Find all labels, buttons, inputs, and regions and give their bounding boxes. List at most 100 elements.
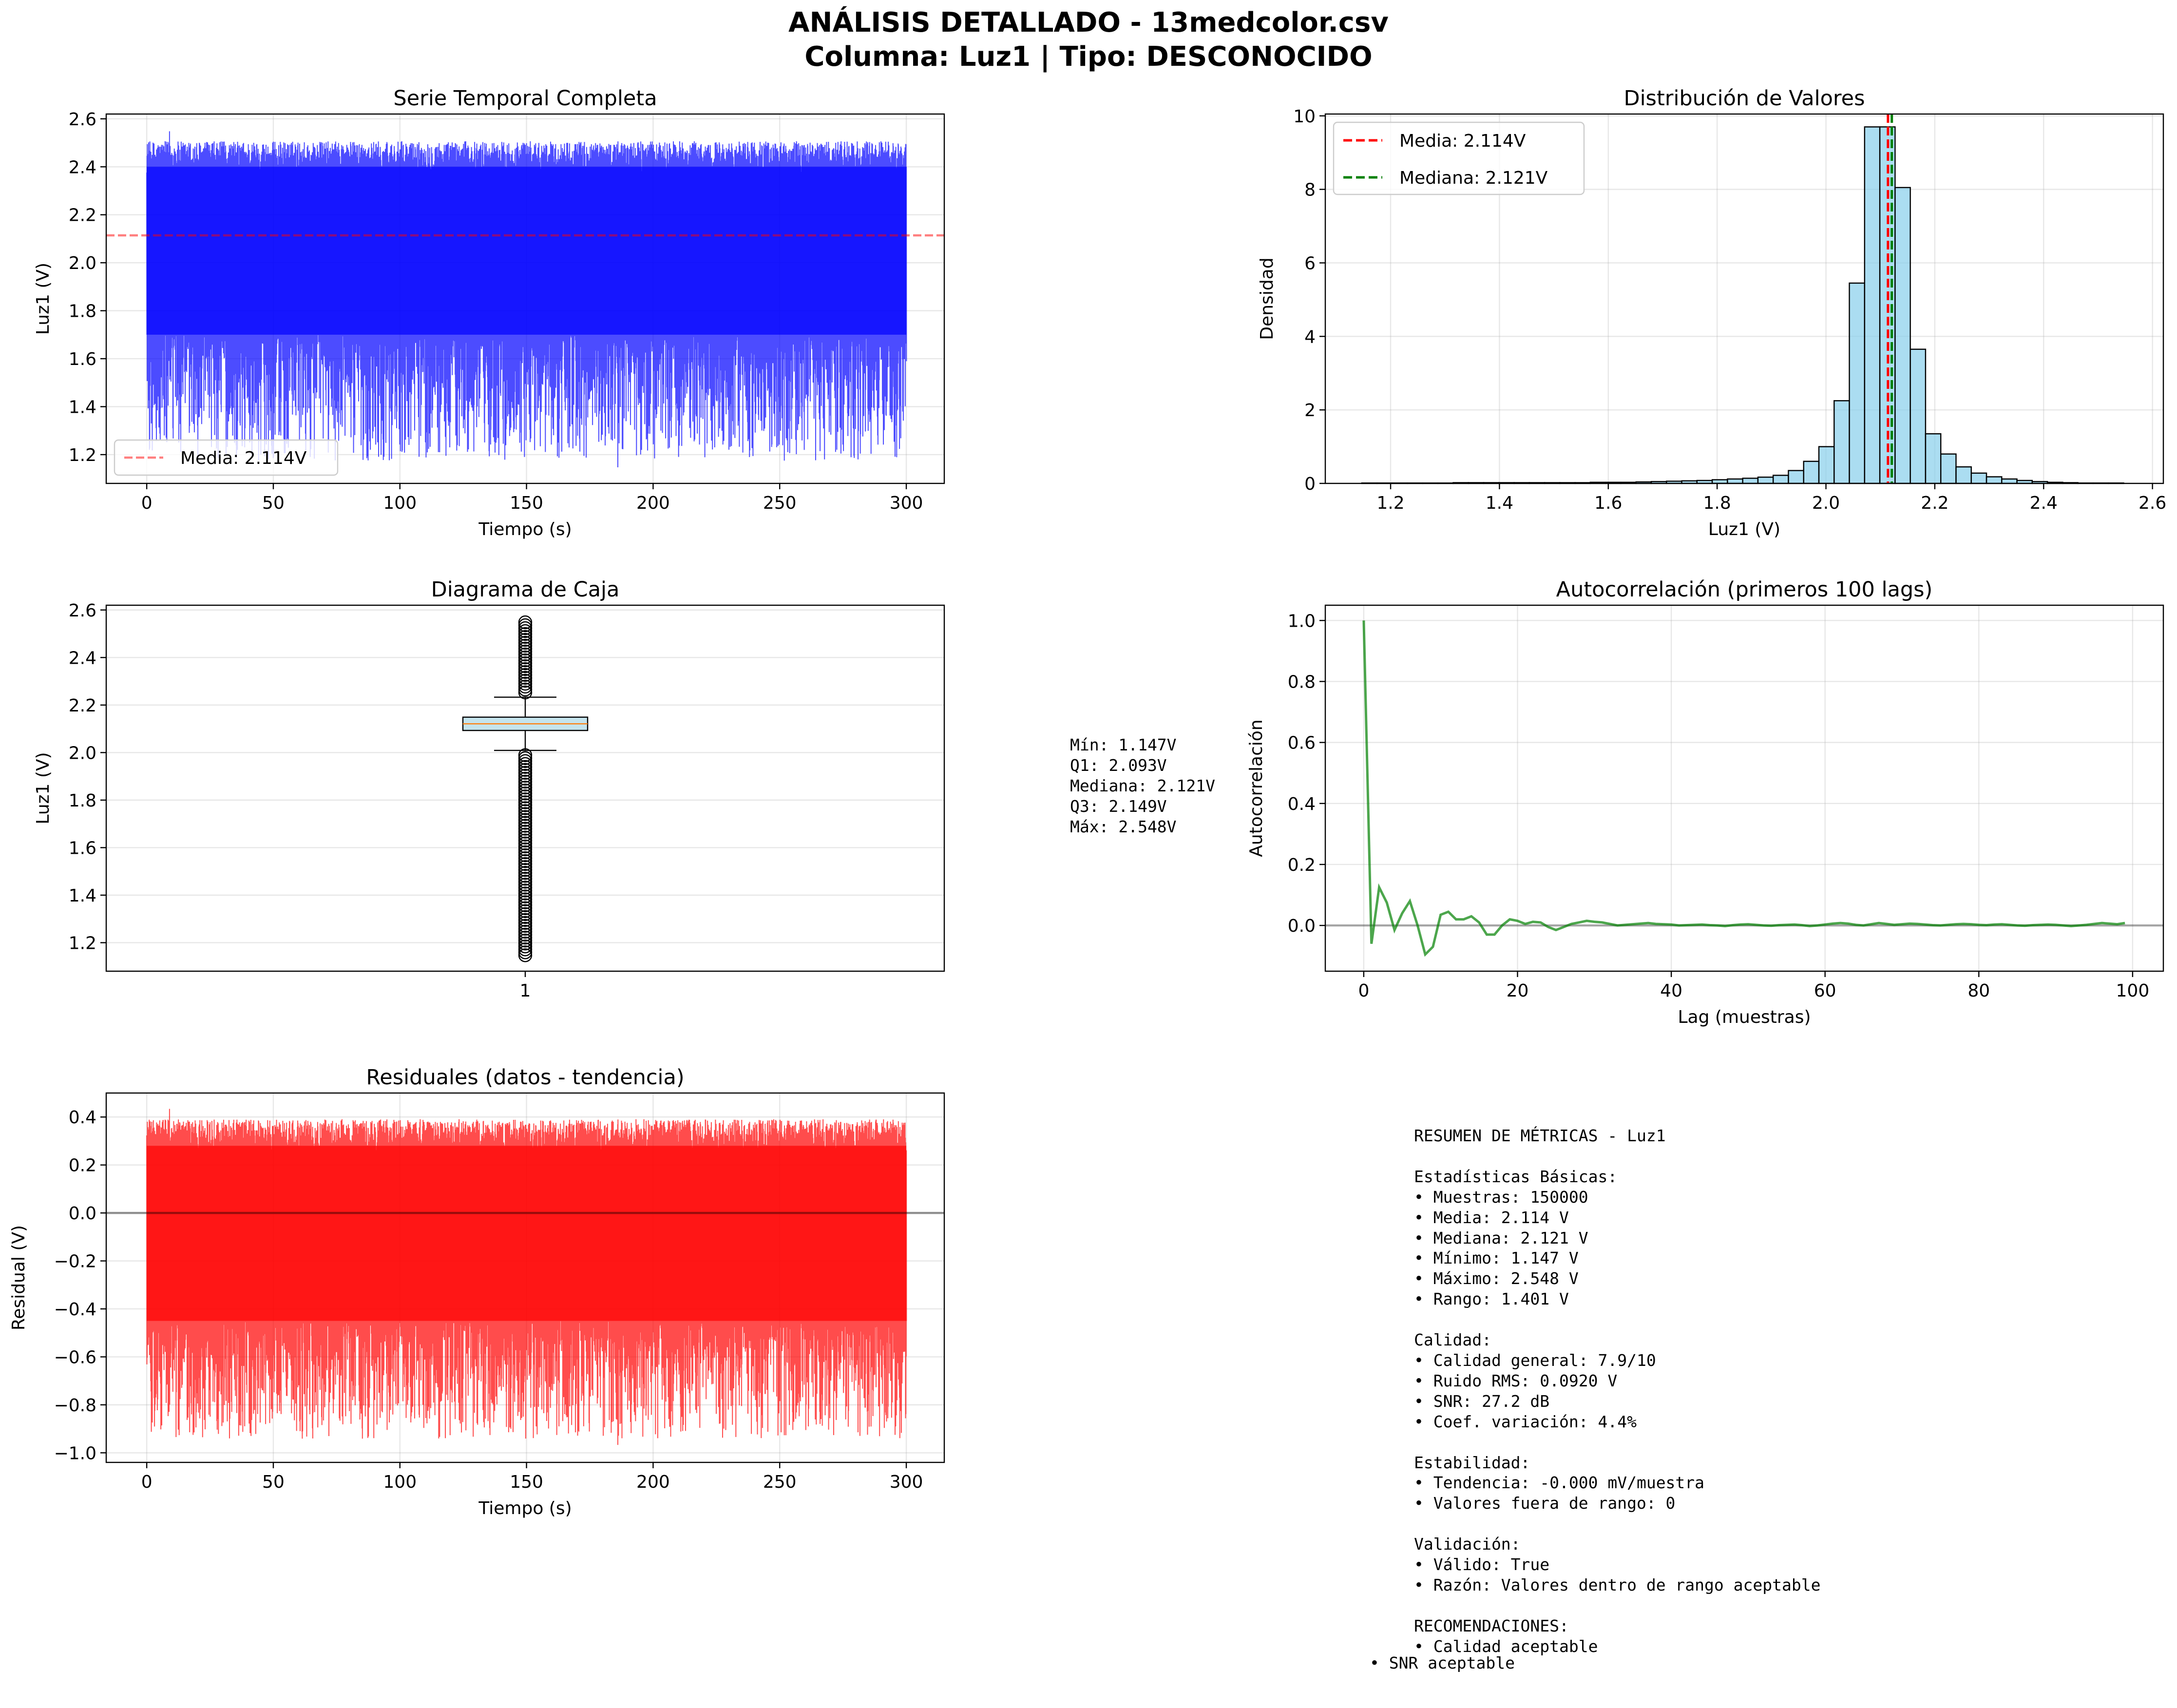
x-tick-label: 50 (262, 1472, 285, 1492)
outlier-point (518, 857, 533, 871)
histogram-bar (1986, 476, 2003, 484)
x-tick-label: 50 (262, 493, 285, 513)
y-tick-label: 1.6 (69, 838, 96, 858)
outlier-point (518, 948, 533, 962)
metrics-summary-last-line: • SNR aceptable (1370, 1653, 1515, 1672)
outlier-point (518, 783, 533, 798)
outlier-point (518, 671, 533, 685)
x-tick-label: 1.2 (1376, 493, 1404, 513)
timeseries-title: Serie Temporal Completa (393, 86, 657, 111)
outlier-point (518, 635, 533, 650)
outlier-point (518, 848, 533, 863)
outlier-point (518, 907, 533, 921)
outlier-point (518, 910, 533, 924)
y-tick-label: −0.2 (54, 1252, 96, 1272)
histogram-bar (1818, 446, 1835, 484)
histogram-bar (1742, 478, 1759, 484)
boxplot-chart: 1 1.2 1.4 1.6 1.8 2.0 2.2 2.4 2.6 Diagrama de Caj… (33, 577, 945, 1001)
box-stat-q1: Q1: 2.093V (1070, 756, 1167, 775)
outlier-point (518, 760, 533, 774)
histogram-bar (1910, 348, 1927, 484)
y-tick-label: 2.0 (69, 253, 96, 273)
outlier-point (518, 866, 533, 880)
outlier-point (518, 886, 533, 901)
outlier-point (518, 919, 533, 933)
outlier-point (518, 945, 533, 960)
x-tick-label: 1.6 (1594, 493, 1622, 513)
outliers-low (518, 748, 533, 962)
y-tick-label: 0 (1304, 474, 1316, 494)
outlier-point (518, 647, 533, 662)
y-tick-label: 2.4 (69, 157, 96, 177)
outlier-point (518, 618, 533, 633)
residuals-chart: 0 50 100 150 200 250 300 −1.0 −0.8 −0.6 −0.4 −0.2 0.… (9, 1065, 945, 1518)
x-tick-label: 0 (141, 1472, 153, 1492)
outlier-point (518, 842, 533, 857)
y-tick-label: 1.4 (69, 397, 96, 417)
outlier-point (518, 633, 533, 647)
metrics-summary: RESUMEN DE MÉTRICAS - Luz1 Estadísticas … (1414, 1126, 1821, 1656)
autocorr-ylabel: Autocorrelación (1246, 719, 1266, 857)
outlier-point (518, 825, 533, 839)
x-tick-label: 80 (1967, 981, 1990, 1001)
box-stat-max: Máx: 2.548V (1070, 817, 1177, 836)
outlier-point (518, 662, 533, 676)
histogram-ylabel: Densidad (1257, 257, 1277, 340)
outlier-point (518, 644, 533, 659)
histogram-bar (1833, 400, 1850, 484)
outlier-point (518, 883, 533, 898)
histogram-bar (1727, 478, 1743, 484)
outlier-point (518, 682, 533, 697)
timeseries-frame (105, 113, 945, 484)
histogram-chart: Media: 2.114V Mediana: 2.121V 1.2 1.4 1.6 1.8… (1257, 86, 2166, 539)
outlier-point (518, 913, 533, 927)
x-tick-label: 2.6 (2139, 493, 2166, 513)
outlier-point (518, 921, 533, 936)
x-tick-label: 250 (763, 493, 797, 513)
y-tick-label: 1.4 (69, 886, 96, 906)
outlier-point (518, 804, 533, 818)
outlier-point (518, 668, 533, 682)
outlier-point (518, 881, 533, 895)
histogram-title: Distribución de Valores (1623, 86, 1865, 111)
outlier-point (518, 813, 533, 827)
outlier-point (518, 673, 533, 688)
histogram-frame (1324, 113, 2164, 484)
outlier-point (518, 630, 533, 644)
histogram-xlabel: Luz1 (V) (1708, 519, 1780, 539)
outlier-point (518, 659, 533, 673)
y-tick-label: 2.6 (69, 110, 96, 130)
legend-mean-label: Media: 2.114V (180, 448, 307, 468)
timeseries-xlabel: Tiempo (s) (478, 519, 572, 539)
outlier-point (518, 787, 533, 801)
outlier-point (518, 845, 533, 860)
outlier-point (518, 665, 533, 679)
outlier-point (518, 860, 533, 874)
autocorr-title: Autocorrelación (primeros 100 lags) (1556, 577, 1933, 602)
outlier-point (518, 777, 533, 792)
outlier-point (518, 763, 533, 777)
legend-box (114, 439, 339, 476)
histogram-bar (1955, 466, 1972, 484)
outlier-point (518, 916, 533, 930)
outlier-point (518, 679, 533, 694)
legend-mean-label: Media: 2.114V (1399, 131, 1526, 151)
outlier-point (518, 766, 533, 780)
x-tick-label: 250 (763, 1472, 797, 1492)
y-tick-label: 0.4 (69, 1108, 96, 1128)
x-tick-label: 20 (1507, 981, 1529, 1001)
outliers-high (518, 615, 533, 700)
histogram-bar (1803, 461, 1820, 484)
outlier-point (518, 641, 533, 656)
y-tick-label: 2.6 (69, 601, 96, 621)
outlier-point (518, 624, 533, 638)
x-tick-label: 0 (1358, 981, 1369, 1001)
histogram-bar (1925, 433, 1942, 484)
outlier-point (518, 819, 533, 833)
timeseries-legend: Media: 2.114V (114, 439, 339, 476)
y-tick-label: 8 (1304, 180, 1316, 200)
outlier-point (518, 930, 533, 945)
outlier-point (518, 875, 533, 889)
y-tick-label: 4 (1304, 327, 1316, 347)
